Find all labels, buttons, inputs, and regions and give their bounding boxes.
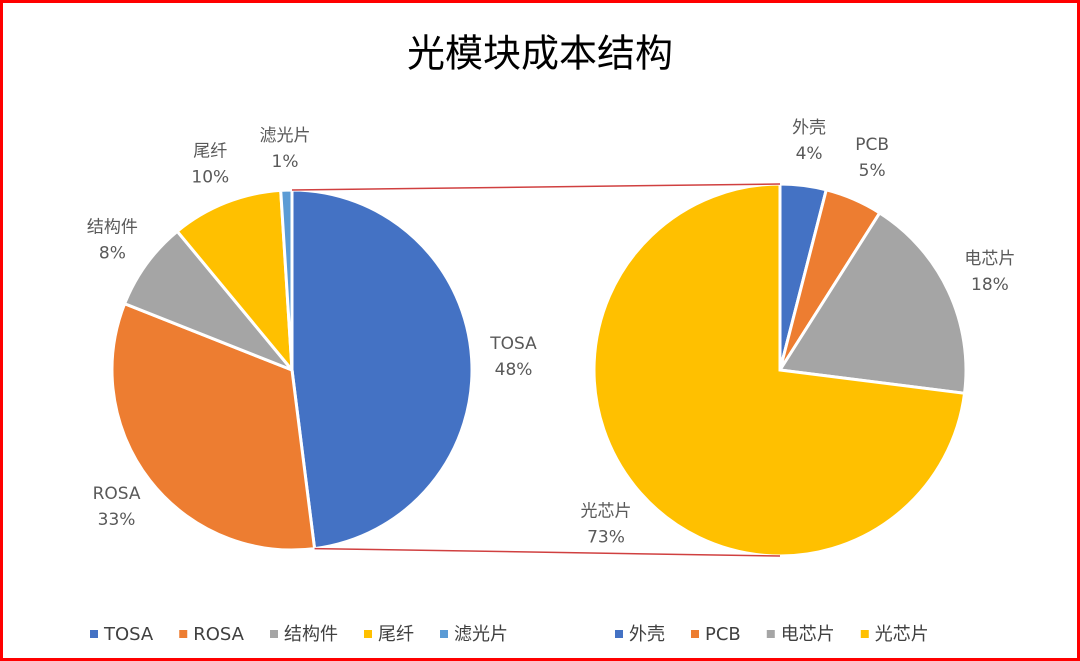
slice-value-label: 73% xyxy=(587,527,625,547)
legend-swatch xyxy=(691,630,699,638)
legend-swatch xyxy=(179,630,188,638)
pie-slice xyxy=(279,188,294,371)
legend-label: PCB xyxy=(705,624,741,645)
pie-slice xyxy=(175,188,294,375)
legend-swatch xyxy=(270,630,278,638)
slice-label: 外壳 xyxy=(792,118,826,138)
pie-slice xyxy=(290,188,474,551)
legend-label: 结构件 xyxy=(284,624,338,645)
legend-label: 电芯片 xyxy=(781,624,835,645)
chart-title: 光模块成本结构 xyxy=(407,32,673,76)
slice-label: TOSA xyxy=(489,334,537,354)
slice-value-label: 33% xyxy=(98,510,136,530)
legend-swatch xyxy=(90,630,98,638)
legend-label: 滤光片 xyxy=(454,624,508,645)
pie-slice xyxy=(122,229,294,372)
legend-label: 尾纤 xyxy=(378,624,414,645)
legend-label: TOSA xyxy=(103,624,154,645)
pie-slice xyxy=(777,210,968,395)
slice-value-label: 1% xyxy=(272,152,299,172)
legend-label: 光芯片 xyxy=(875,624,929,645)
slice-value-label: 10% xyxy=(191,168,229,188)
connector-line xyxy=(314,547,781,557)
legend-label: 外壳 xyxy=(629,624,665,645)
pie-slice xyxy=(110,301,317,552)
legend-swatch xyxy=(615,630,623,638)
slice-value-label: 4% xyxy=(796,144,823,164)
slice-value-label: 18% xyxy=(971,275,1009,295)
slice-label: 光芯片 xyxy=(580,501,631,521)
legend-swatch xyxy=(860,630,869,638)
slice-label: ROSA xyxy=(93,484,141,504)
slice-label: 结构件 xyxy=(87,218,138,238)
slice-value-label: 8% xyxy=(99,244,126,264)
slice-label: 电芯片 xyxy=(964,249,1015,269)
legend-label: ROSA xyxy=(193,624,244,645)
legend-swatch xyxy=(364,630,372,638)
slice-value-label: 48% xyxy=(495,360,533,380)
slice-value-label: 5% xyxy=(859,161,886,181)
legend-swatch xyxy=(440,630,448,638)
connector-line xyxy=(291,183,781,191)
slice-label: 滤光片 xyxy=(260,126,311,146)
pie-slice xyxy=(592,182,967,558)
slice-label: PCB xyxy=(855,135,889,155)
legend-swatch xyxy=(766,630,775,638)
slice-label: 尾纤 xyxy=(193,142,227,162)
